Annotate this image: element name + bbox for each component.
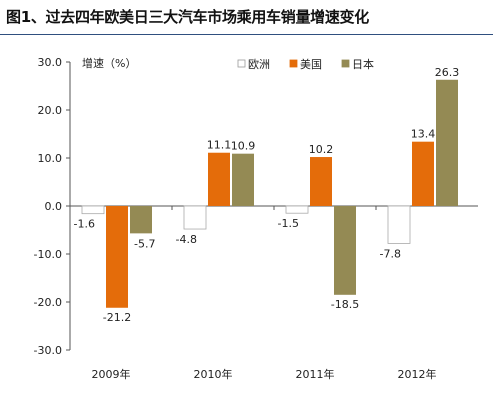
- bar-美国-2010年: [208, 152, 230, 206]
- legend-swatch: [341, 59, 350, 68]
- data-label: 13.4: [411, 128, 436, 141]
- y-axis-label: 增速（%）: [82, 56, 136, 70]
- x-tick-label: 2009年: [92, 367, 131, 381]
- bar-日本-2009年: [130, 206, 152, 234]
- x-tick-label: 2012年: [398, 367, 437, 381]
- bar-美国-2012年: [412, 141, 434, 206]
- data-label: -21.2: [103, 311, 131, 324]
- bar-日本-2011年: [334, 206, 356, 295]
- data-label: 10.2: [309, 143, 334, 156]
- bar-欧洲-2010年: [183, 205, 207, 230]
- x-tick-label: 2011年: [296, 367, 335, 381]
- y-tick-label: -20.0: [34, 296, 62, 309]
- bar-欧洲-2009年: [81, 205, 105, 215]
- bar-日本-2010年: [232, 153, 254, 206]
- data-label: -1.5: [278, 217, 299, 230]
- data-label: -7.8: [380, 247, 401, 260]
- y-tick-label: -10.0: [34, 248, 62, 261]
- legend-swatch: [237, 59, 246, 68]
- chart-title: 图1、过去四年欧美日三大汽车市场乘用车销量增速变化: [6, 8, 369, 26]
- bar-欧洲-2011年: [285, 205, 309, 214]
- data-label: -18.5: [331, 298, 359, 311]
- legend-label: 日本: [352, 57, 374, 71]
- x-tick-label: 2010年: [194, 367, 233, 381]
- data-label: 26.3: [435, 66, 460, 79]
- y-tick-label: 30.0: [38, 56, 63, 69]
- y-tick-label: 0.0: [45, 200, 63, 213]
- y-tick-label: 20.0: [38, 104, 63, 117]
- bar-美国-2011年: [310, 157, 332, 206]
- legend-label: 欧洲: [248, 58, 270, 71]
- y-tick-label: 10.0: [38, 152, 63, 165]
- data-label: -5.7: [134, 237, 155, 250]
- legend-label: 美国: [300, 58, 322, 71]
- data-label: 10.9: [231, 140, 256, 153]
- y-tick-label: -30.0: [34, 344, 62, 357]
- bar-美国-2009年: [106, 206, 128, 308]
- bar-日本-2012年: [436, 79, 458, 206]
- bar-欧洲-2012年: [387, 205, 411, 244]
- data-label: -4.8: [176, 233, 197, 246]
- data-label: -1.6: [74, 218, 95, 231]
- title-divider: [0, 34, 493, 35]
- data-label: 11.1: [207, 139, 232, 152]
- legend-swatch: [289, 59, 298, 68]
